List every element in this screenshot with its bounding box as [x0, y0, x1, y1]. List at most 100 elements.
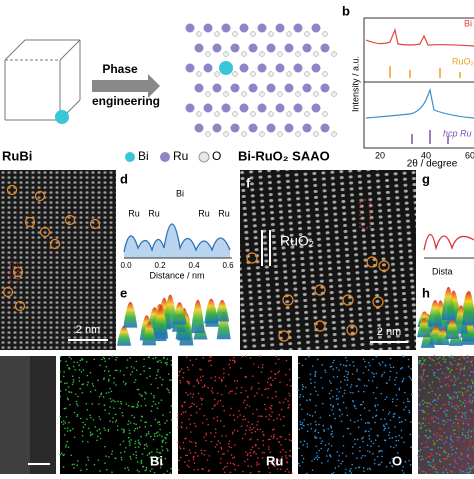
eds-signal: [389, 376, 391, 378]
eds-signal: [187, 368, 190, 371]
eds-signal: [195, 425, 197, 427]
eds-signal: [160, 361, 163, 364]
eds-signal: [92, 419, 95, 421]
eds-signal: [196, 455, 199, 457]
eds-signal: [251, 446, 254, 448]
eds-signal: [159, 452, 162, 454]
eds-signal: [287, 400, 289, 402]
eds-signal: [356, 368, 358, 371]
eds-signal: [457, 405, 459, 408]
eds-signal: [234, 468, 236, 471]
eds-signal: [468, 385, 470, 387]
eds-signal: [429, 357, 431, 359]
eds-signal: [59, 370, 61, 373]
panel-letter: f: [246, 175, 251, 190]
eds-signal: [267, 438, 270, 441]
eds-signal: [108, 357, 111, 360]
eds-signal: [203, 414, 206, 417]
legend-label: Bi: [138, 149, 149, 163]
panel-letter: d: [120, 171, 128, 186]
eds-signal: [446, 436, 448, 438]
eds-signal: [158, 402, 160, 404]
eds-signal: [328, 392, 331, 395]
eds-signal: [229, 462, 232, 464]
eds-signal: [137, 388, 140, 391]
eds-signal: [115, 384, 117, 386]
eds-signal: [334, 417, 336, 420]
eds-signal: [427, 405, 429, 408]
eds-signal: [447, 453, 450, 455]
eds-signal: [229, 359, 231, 361]
eds-signal: [403, 441, 405, 444]
eds-signal: [428, 428, 430, 431]
eds-signal: [284, 455, 287, 457]
atom: [223, 91, 229, 97]
eds-signal: [298, 362, 300, 365]
eds-signal: [155, 374, 158, 377]
eds-signal: [134, 442, 136, 445]
atom: [277, 91, 283, 97]
eds-signal: [130, 439, 132, 441]
eds-signal: [267, 387, 270, 390]
eds-signal: [341, 413, 344, 416]
eds-signal: [201, 452, 203, 455]
eds-signal: [418, 403, 420, 405]
eds-signal: [352, 446, 354, 448]
eds-signal: [442, 419, 444, 422]
eds-signal: [461, 394, 464, 396]
eds-signal: [460, 458, 463, 460]
atom: [268, 71, 274, 77]
eds-signal: [80, 370, 83, 373]
surface-peak: [190, 299, 205, 334]
eds-signal: [165, 437, 167, 440]
eds-signal: [67, 386, 70, 388]
eds-signal: [448, 403, 450, 406]
eds-signal: [375, 414, 378, 417]
eds-signal: [129, 455, 132, 458]
eds-signal: [252, 427, 255, 429]
eds-signal: [409, 433, 412, 436]
eds-signal: [341, 460, 344, 463]
eds-signal: [430, 465, 433, 467]
atom: [293, 23, 303, 33]
eds-signal: [313, 458, 316, 460]
eds-signal: [371, 380, 374, 382]
eds-signal: [177, 469, 180, 471]
panel-letter: b: [342, 3, 350, 18]
panel-gh: g Dista h: [417, 171, 474, 348]
eds-signal: [470, 435, 472, 438]
eds-signal: [298, 396, 301, 398]
eds-signal: [274, 377, 277, 380]
atom: [219, 61, 233, 75]
atom: [230, 83, 240, 93]
eds-signal: [452, 429, 455, 432]
eds-signal: [59, 395, 62, 398]
eds-signal: [373, 459, 376, 461]
eds-signal: [185, 356, 188, 358]
eds-signal: [250, 431, 253, 434]
eds-signal: [265, 387, 268, 390]
eds-signal: [362, 390, 365, 393]
eds-signal: [468, 471, 470, 474]
eds-signal: [139, 373, 142, 376]
panel-c: 2 nm: [0, 170, 116, 350]
peak-label: Bi: [176, 188, 184, 198]
eds-signal: [269, 451, 271, 453]
eds-signal: [424, 363, 427, 366]
eds-signal: [240, 386, 243, 389]
eds-signal: [462, 420, 465, 423]
eds-signal: [128, 405, 130, 407]
eds-signal: [422, 403, 424, 405]
eds-signal: [192, 393, 195, 396]
eds-signal: [432, 359, 435, 362]
eds-signal: [469, 393, 472, 396]
eds-signal: [246, 404, 249, 406]
atom: [250, 71, 256, 77]
eds-signal: [200, 399, 203, 401]
eds-signal: [375, 372, 378, 375]
eds-signal: [332, 471, 335, 474]
atom: [322, 31, 328, 37]
eds-signal: [217, 450, 220, 453]
eds-signal: [449, 371, 451, 374]
eds-signal: [374, 421, 376, 424]
